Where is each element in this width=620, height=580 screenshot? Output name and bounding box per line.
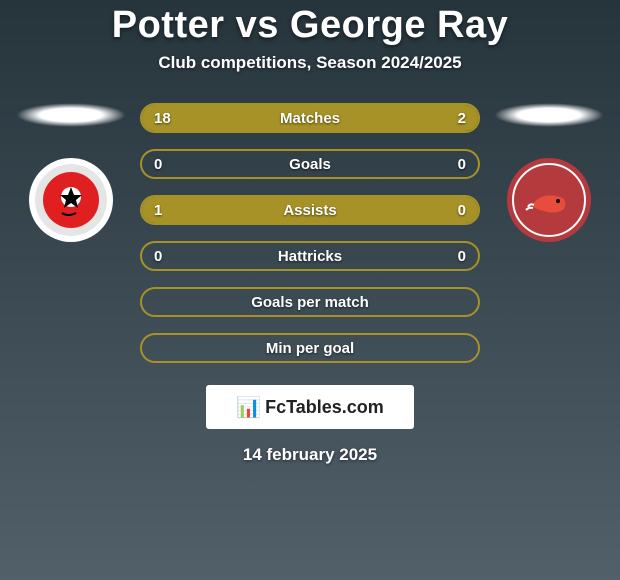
stat-bar: 0 0 Goals: [140, 149, 480, 179]
club-badge-right: [506, 157, 592, 243]
watermark-icon: 📊: [236, 395, 261, 420]
stat-value-left: 0: [154, 248, 162, 265]
stat-label: Goals per match: [251, 294, 369, 311]
ellipse-shadow-left: [16, 103, 126, 127]
stat-bar: 18 2 Matches: [140, 103, 480, 133]
page-subtitle: Club competitions, Season 2024/2025: [158, 53, 461, 73]
main-row: 18 2 Matches 0 0 Goals 1 0 Assists 0 0 Hattricks Goa…: [0, 103, 620, 363]
stat-value-right: 0: [458, 248, 466, 265]
page-title: Potter vs George Ray: [112, 4, 508, 47]
stats-column: 18 2 Matches 0 0 Goals 1 0 Assists 0 0 Hattricks Goa…: [140, 103, 480, 363]
watermark: 📊 FcTables.com: [206, 385, 414, 429]
footer-date: 14 february 2025: [243, 445, 377, 465]
watermark-text: FcTables.com: [265, 397, 384, 418]
stat-value-left: 1: [154, 202, 162, 219]
infographic-container: Potter vs George Ray Club competitions, …: [0, 0, 620, 580]
stat-bar: Goals per match: [140, 287, 480, 317]
ellipse-shadow-right: [494, 103, 604, 127]
club-badge-right-svg: [506, 157, 592, 243]
stat-bar: 1 0 Assists: [140, 195, 480, 225]
stat-label: Goals: [289, 156, 331, 173]
stat-value-left: 0: [154, 156, 162, 173]
stat-bar: Min per goal: [140, 333, 480, 363]
stat-value-left: 18: [154, 110, 171, 127]
stat-value-right: 2: [458, 110, 466, 127]
club-badge-left: [28, 157, 114, 243]
stat-value-right: 0: [458, 156, 466, 173]
club-badge-left-svg: [28, 157, 114, 243]
player-right-col: [494, 103, 604, 243]
stat-bar: 0 0 Hattricks: [140, 241, 480, 271]
stat-label: Assists: [283, 202, 336, 219]
stat-label: Hattricks: [278, 248, 342, 265]
stat-label: Min per goal: [266, 340, 354, 357]
player-left-col: [16, 103, 126, 243]
stat-label: Matches: [280, 110, 340, 127]
stat-value-right: 0: [458, 202, 466, 219]
